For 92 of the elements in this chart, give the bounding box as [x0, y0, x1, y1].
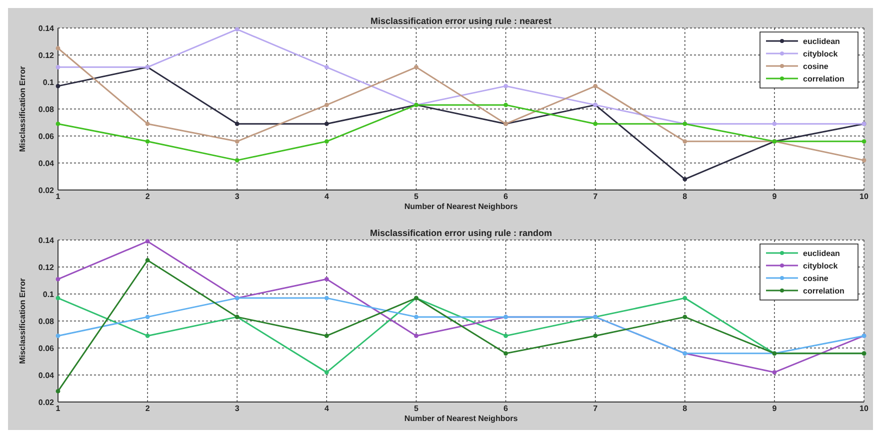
y-axis-title: Misclassification Error: [18, 278, 27, 364]
point: [145, 139, 150, 144]
x-tick-label: 8: [682, 404, 688, 413]
point: [504, 334, 508, 338]
x-tick-label: 3: [234, 192, 240, 201]
point: [234, 122, 240, 126]
point: [682, 177, 688, 182]
y-axis-title: Misclassification Error: [18, 66, 27, 152]
y-tick-label: 0.04: [38, 370, 55, 380]
x-tick-label: 8: [682, 192, 688, 201]
x-tick-label: 5: [414, 192, 419, 201]
legend-label: correlation: [803, 286, 844, 296]
x-tick-label: 7: [593, 192, 598, 201]
x-tick-label: 3: [234, 404, 240, 413]
point: [504, 84, 508, 88]
point: [324, 139, 329, 144]
point: [772, 122, 777, 126]
y-tick-label: 0.12: [38, 50, 55, 60]
x-tick-label: 2: [145, 192, 150, 201]
point: [414, 334, 418, 338]
point: [145, 258, 150, 262]
point: [324, 122, 329, 126]
point: [862, 158, 866, 162]
x-tick-label: 5: [414, 404, 419, 413]
x-tick-label: 2: [145, 404, 150, 413]
point: [56, 84, 60, 88]
point: [234, 139, 240, 144]
point: [862, 139, 866, 144]
y-tick-label: 0.06: [38, 132, 55, 141]
point: [324, 296, 329, 300]
chart-title: Misclassification error using rule : nearest: [370, 16, 552, 26]
point: [324, 276, 329, 282]
y-tick-label: 0.06: [38, 344, 55, 353]
y-tick-label: 0.14: [38, 236, 55, 245]
y-tick-label: 0.12: [38, 262, 55, 272]
y-tick-label: 0.02: [38, 186, 55, 195]
point: [682, 139, 688, 144]
point: [682, 296, 688, 300]
y-tick-label: 0.14: [38, 24, 55, 33]
point: [56, 334, 60, 338]
y-tick-label: 0.08: [38, 316, 55, 326]
chart-title: Misclassification error using rule : random: [370, 228, 552, 238]
point: [324, 334, 329, 338]
legend-label: euclidean: [803, 36, 840, 46]
point: [504, 351, 508, 356]
x-tick-label: 6: [504, 404, 509, 413]
point: [772, 370, 777, 374]
point: [593, 334, 598, 338]
point: [593, 122, 598, 126]
y-tick-label: 0.1: [42, 290, 55, 299]
x-tick-label: 1: [56, 192, 61, 201]
point: [56, 122, 60, 126]
point: [414, 314, 418, 320]
point: [234, 158, 240, 162]
x-tick-label: 10: [860, 404, 869, 413]
legend-label: correlation: [803, 74, 844, 84]
point: [682, 314, 688, 320]
point: [145, 239, 150, 244]
y-tick-label: 0.04: [38, 158, 55, 168]
point: [593, 84, 598, 88]
point: [324, 370, 329, 374]
point: [56, 46, 60, 50]
point: [56, 64, 60, 70]
point: [145, 314, 150, 320]
point: [56, 296, 60, 300]
point: [324, 64, 329, 70]
x-tick-label: 4: [324, 192, 330, 201]
x-axis-title: Number of Nearest Neighbors: [404, 414, 518, 423]
legend-label: cityblock: [803, 49, 838, 58]
point: [234, 27, 240, 32]
point: [145, 334, 150, 338]
x-tick-label: 9: [772, 192, 778, 201]
point: [145, 122, 150, 126]
point: [56, 276, 60, 282]
legend-label: euclidean: [803, 248, 840, 258]
point: [56, 389, 60, 394]
x-tick-label: 1: [56, 404, 61, 413]
y-tick-label: 0.08: [38, 104, 55, 114]
y-tick-label: 0.02: [38, 398, 55, 407]
point: [414, 64, 418, 70]
point: [504, 102, 508, 108]
legend-label: cityblock: [803, 261, 838, 270]
legend-label: cosine: [803, 62, 829, 71]
x-tick-label: 6: [504, 192, 509, 201]
x-axis-title: Number of Nearest Neighbors: [404, 202, 518, 211]
x-tick-label: 10: [860, 192, 869, 201]
y-tick-label: 0.1: [42, 78, 55, 87]
legend-label: cosine: [803, 274, 829, 283]
point: [324, 102, 329, 108]
x-tick-label: 9: [772, 404, 778, 413]
x-tick-label: 7: [593, 404, 598, 413]
x-tick-label: 4: [324, 404, 330, 413]
